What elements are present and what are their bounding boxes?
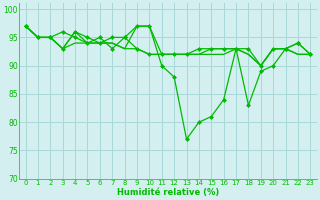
X-axis label: Humidité relative (%): Humidité relative (%) — [117, 188, 219, 197]
